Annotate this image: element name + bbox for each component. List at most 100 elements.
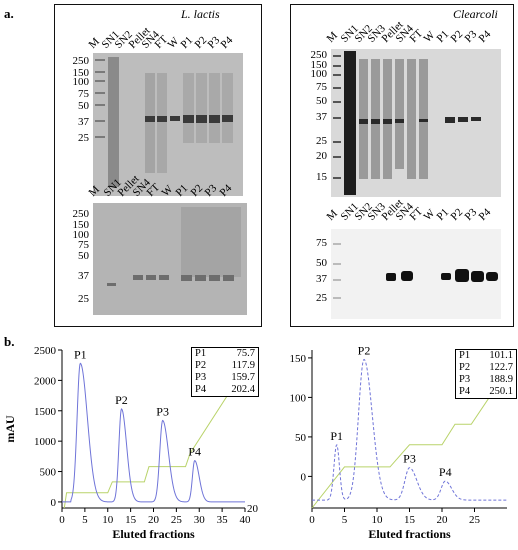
legend-peak-name: P3 (459, 374, 471, 385)
x-tick-label: 0 (309, 514, 315, 526)
clearcoli-western-blot (331, 229, 501, 319)
legend-peak-value: 101.1 (489, 350, 513, 361)
y-tick-label: 1000 (34, 436, 57, 448)
clearcoli-bottom-mw-label: 37 (316, 273, 327, 285)
clearcoli-top-mw-label: 150 (310, 59, 328, 71)
clearcoli-bottom-mw-label: 50 (316, 257, 327, 269)
l-lactis-sds-gel (93, 53, 243, 196)
peak-label: P1 (330, 429, 343, 443)
peak-label: P1 (74, 347, 87, 361)
x-tick-label: 5 (82, 514, 88, 526)
x-tick-label: 15 (404, 514, 416, 526)
clearcoli-sds-gel (331, 49, 501, 197)
clearcoli-bottom-mw-label: 25 (316, 292, 327, 304)
legend-peak-name: P4 (195, 384, 207, 395)
chromatogram-clearcoli-legend: P1 101.1 P2 122.7 P3 188.9 P4 250.1 (455, 349, 517, 399)
x-tick-label: 30 (194, 514, 206, 526)
l-lactis-sds-gel-bands (93, 53, 243, 196)
l-lactis-top-mw-label: 50 (78, 100, 89, 112)
x-tick-label: 0 (59, 514, 65, 526)
l-lactis-top-mw-label: 75 (78, 88, 89, 100)
l-lactis-bottom-mw-label: 150 (72, 219, 90, 231)
l-lactis-top-mw-label: 250 (72, 55, 90, 67)
y-tick-label: 50 (295, 432, 307, 444)
clearcoli-sds-gel-bands (331, 49, 501, 197)
clearcoli-top-lane-label: M (324, 29, 340, 45)
legend-peak-value: 188.9 (489, 374, 513, 385)
chromatogram-l-lactis: 0 5 10 15 20 25 30 35 400500100015002000250020El… (3, 345, 259, 541)
clearcoli-top-mw-label: 100 (310, 68, 328, 80)
legend-peak-value: 250.1 (489, 386, 513, 397)
clearcoli-top-mw-label: 50 (316, 95, 327, 107)
l-lactis-bottom-mw-label: 37 (78, 270, 89, 282)
l-lactis-top-mw-label: 25 (78, 132, 89, 144)
chromatogram-trace (62, 362, 245, 503)
legend-peak-name: P1 (459, 350, 471, 361)
peak-label: P3 (403, 452, 416, 466)
x-axis-title: Eluted fractions (368, 527, 451, 541)
legend-peak-name: P4 (459, 386, 471, 397)
l-lactis-bottom-mw-label: 50 (78, 250, 89, 262)
l-lactis-top-mw-label: 150 (72, 67, 90, 79)
x-tick-label: 40 (240, 514, 252, 526)
x-tick-label: 25 (171, 514, 183, 526)
clearcoli-top-mw-label: 20 (316, 150, 327, 162)
clearcoli-legend-entry: P4 250.1 (456, 386, 516, 398)
l-lactis-blot-box: L. lactis (54, 4, 262, 327)
y-tick-label: 150 (290, 353, 307, 365)
l-lactis-bottom-mw-label: 25 (78, 293, 89, 305)
peak-label: P3 (156, 404, 169, 418)
clearcoli-top-mw-label: 15 (316, 171, 327, 183)
l-lactis-western-bands (93, 203, 247, 315)
l-lactis-legend-entry: P4 202.4 (192, 384, 258, 396)
clearcoli-bottom-lane-label: M (324, 207, 340, 223)
clearcoli-legend-entry: P3 188.9 (456, 374, 516, 386)
y-tick-label: 0 (301, 471, 307, 483)
l-lactis-legend-entry: P2 117.9 (192, 360, 258, 372)
l-lactis-western-blot (93, 203, 247, 315)
clearcoli-blot-box: Clearcoli (290, 4, 514, 327)
elution-gradient-line (63, 367, 246, 509)
legend-peak-name: P2 (195, 360, 207, 371)
chromatogram-trace (312, 358, 507, 501)
clearcoli-top-mw-label: 25 (316, 135, 327, 147)
clearcoli-bottom-mw-label: 75 (316, 237, 327, 249)
legend-peak-value: 122.7 (489, 362, 513, 373)
y-tick-label: 1500 (34, 406, 57, 418)
legend-peak-value: 159.7 (231, 372, 255, 383)
x-tick-label: 35 (217, 514, 229, 526)
clearcoli-title: Clearcoli (453, 7, 498, 21)
x-tick-label: 25 (469, 514, 481, 526)
l-lactis-legend-entry: P3 159.7 (192, 372, 258, 384)
y-tick-label: 2500 (34, 345, 57, 357)
l-lactis-top-mw-label: 37 (78, 116, 89, 128)
chromatogram-l-lactis-legend: P1 75.7 P2 117.9 P3 159.7 P4 202.4 (191, 347, 259, 397)
right-axis-tick-label: 20 (247, 503, 259, 515)
l-lactis-title: L. lactis (181, 7, 220, 21)
l-lactis-bottom-mw-label: 100 (72, 229, 90, 241)
peak-label: P2 (115, 393, 128, 407)
elution-gradient-line (311, 385, 498, 509)
x-tick-label: 10 (372, 514, 384, 526)
clearcoli-top-mw-label: 250 (310, 49, 328, 61)
clearcoli-top-mw-label: 75 (316, 81, 327, 93)
clearcoli-top-mw-label: 37 (316, 111, 327, 123)
y-tick-label: 500 (40, 467, 57, 479)
x-tick-label: 20 (437, 514, 449, 526)
clearcoli-bottom-lane-label: P4 (476, 206, 494, 223)
panel-a-label: a. (4, 6, 14, 21)
y-axis-title: mAU (3, 415, 17, 443)
clearcoli-legend-entry: P2 122.7 (456, 362, 516, 374)
legend-peak-name: P2 (459, 362, 471, 373)
l-lactis-bottom-mw-label: 250 (72, 208, 90, 220)
legend-peak-value: 202.4 (231, 384, 255, 395)
x-tick-label: 10 (102, 514, 114, 526)
x-axis-title: Eluted fractions (112, 527, 195, 541)
y-tick-label: 0 (51, 497, 57, 509)
l-lactis-legend-entry: P1 75.7 (192, 348, 258, 360)
clearcoli-top-lane-label: P4 (476, 28, 494, 45)
legend-peak-value: 75.7 (236, 348, 255, 359)
l-lactis-top-mw-label: 100 (72, 76, 90, 88)
legend-peak-value: 117.9 (231, 360, 255, 371)
